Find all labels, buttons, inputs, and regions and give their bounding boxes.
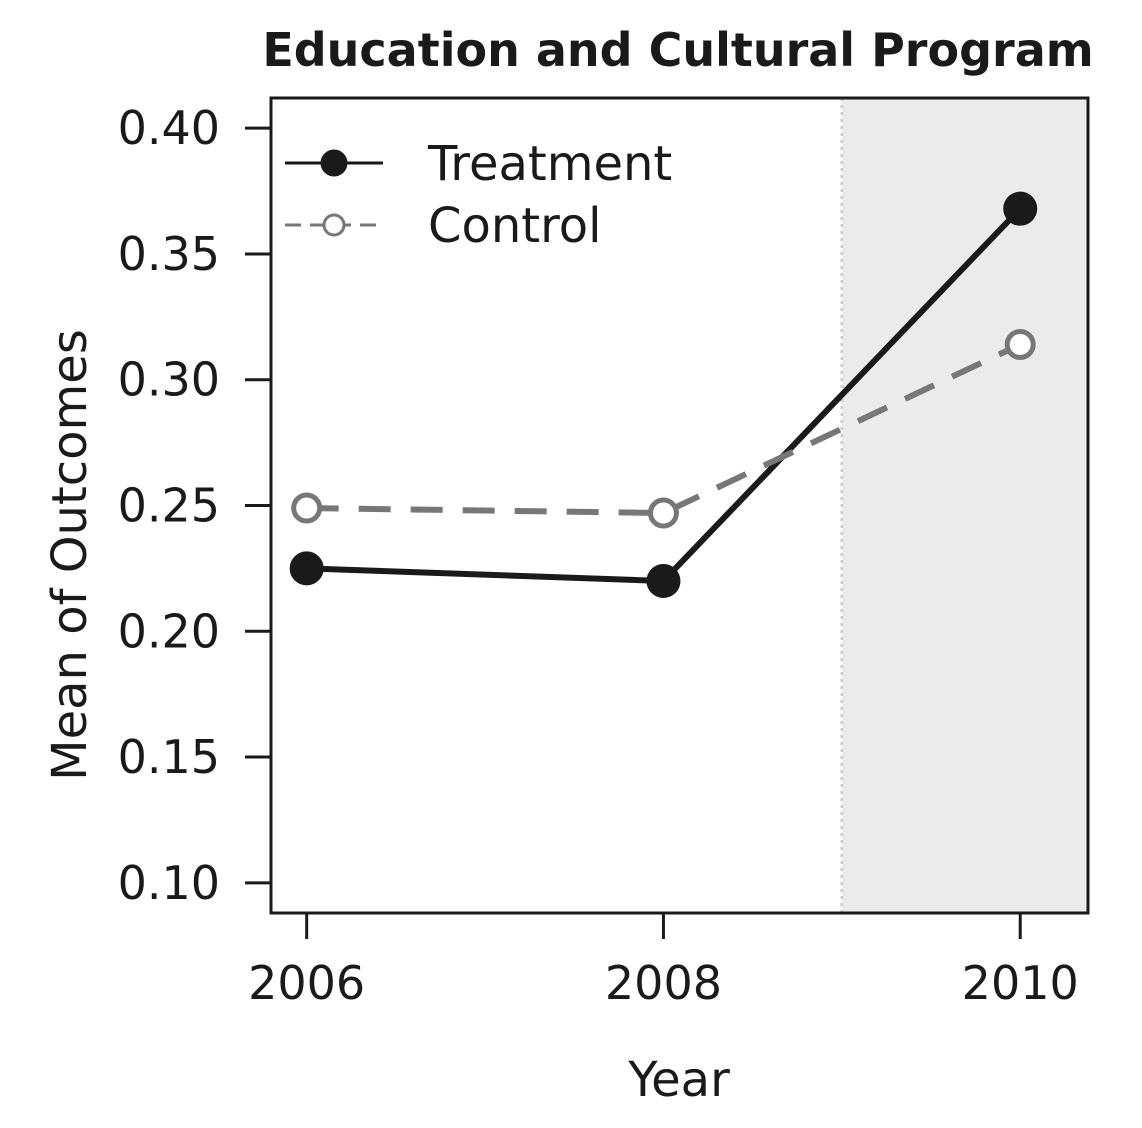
data-point-treatment-2010 xyxy=(1003,191,1038,226)
series-line-control xyxy=(306,341,1022,517)
plot-area xyxy=(289,98,1088,913)
y-tick-label: 0.30 xyxy=(118,353,220,407)
data-point-control-2010 xyxy=(1004,329,1036,361)
legend-label-control: Control xyxy=(428,198,602,254)
x-tick-label: 2008 xyxy=(605,956,722,1010)
x-tick-label: 2010 xyxy=(962,956,1079,1010)
x-axis-label: Year xyxy=(627,1052,730,1108)
legend-marker-treatment xyxy=(320,149,348,177)
y-tick-label: 0.10 xyxy=(118,856,220,910)
data-point-control-2008 xyxy=(647,497,679,529)
y-tick-label: 0.20 xyxy=(118,604,220,658)
data-point-control-2006 xyxy=(291,492,323,524)
legend-label-treatment: Treatment xyxy=(427,136,672,192)
y-axis-label: Mean of Outcomes xyxy=(42,329,98,781)
chart-title: Education and Cultural Program xyxy=(262,23,1093,77)
y-tick-label: 0.35 xyxy=(118,227,220,281)
post-period-shading xyxy=(841,98,1088,913)
data-point-treatment-2006 xyxy=(289,551,324,586)
axes: 0.10 0.15 0.20 0.25 0.30 0.35 0.40 2006 2008 2010 xyxy=(118,96,1090,1010)
y-tick-label: 0.40 xyxy=(118,101,220,155)
data-point-treatment-2008 xyxy=(646,563,681,598)
x-tick-label: 2006 xyxy=(248,956,365,1010)
legend-marker-control xyxy=(322,213,346,237)
y-tick-label: 0.25 xyxy=(118,479,220,533)
legend: Treatment Control xyxy=(285,136,672,254)
y-tick-label: 0.15 xyxy=(118,730,220,784)
